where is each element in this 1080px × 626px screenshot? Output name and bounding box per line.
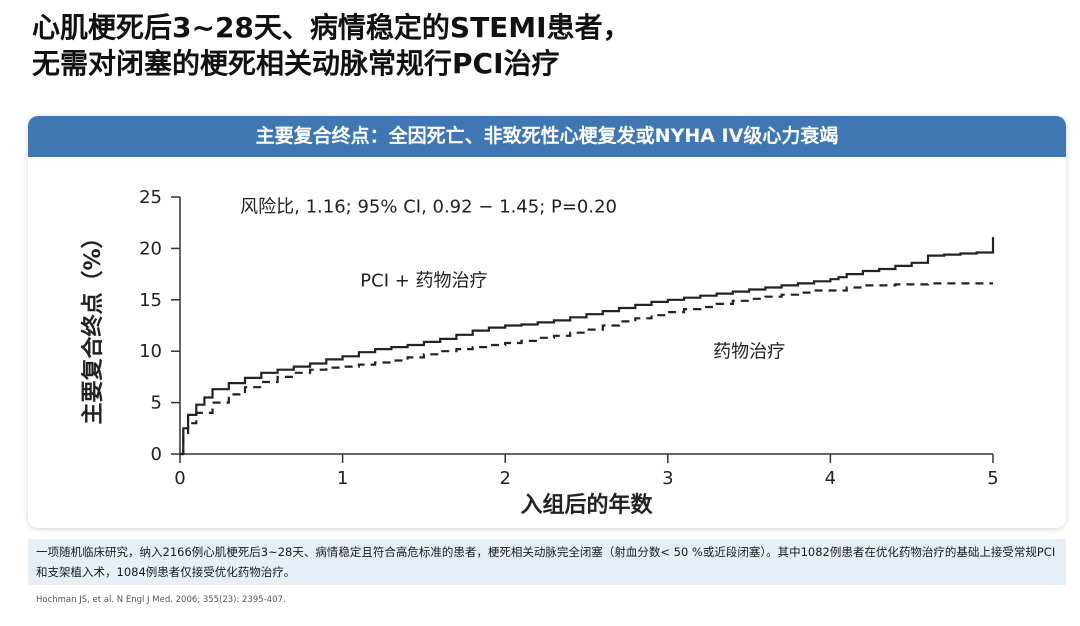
y-tick-label: 15 xyxy=(139,290,162,311)
series-label-medical: 药物治疗 xyxy=(713,341,785,362)
x-tick-label: 0 xyxy=(174,468,185,489)
study-footnote: 一项随机临床研究，纳入2166例心肌梗死后3~28天、病情稳定且符合高危标准的患… xyxy=(28,539,1066,585)
series-line-pci xyxy=(180,237,995,456)
series-label-pci: PCI + 药物治疗 xyxy=(360,270,487,291)
slide-title: 心肌梗死后3~28天、病情稳定的STEMI患者， 无需对闭塞的梗死相关动脉常规行… xyxy=(32,10,1032,82)
chart-card: 主要复合终点：全因死亡、非致死性心梗复发或NYHA IV级心力衰竭 0 5 10 15… xyxy=(28,116,1066,528)
y-tick-label: 25 xyxy=(139,187,162,208)
hazard-ratio-annotation: 风险比, 1.16; 95% CI, 0.92 − 1.45; P=0.20 xyxy=(240,196,617,217)
slide-title-line-2: 无需对闭塞的梗死相关动脉常规行PCI治疗 xyxy=(32,47,560,80)
slide-title-line-1: 心肌梗死后3~28天、病情稳定的STEMI患者， xyxy=(32,11,631,44)
x-tick-label: 4 xyxy=(825,468,836,489)
x-tick-label: 3 xyxy=(662,468,673,489)
y-tick-label: 10 xyxy=(139,341,162,362)
chart-card-header: 主要复合终点：全因死亡、非致死性心梗复发或NYHA IV级心力衰竭 xyxy=(28,116,1066,157)
citation-reference: Hochman JS, et al. N Engl J Med. 2006; 3… xyxy=(36,595,286,605)
y-axis-title: 主要复合终点（%） xyxy=(80,226,106,424)
y-tick-label: 20 xyxy=(139,238,162,259)
x-tick-label: 5 xyxy=(987,468,998,489)
series-line-medical xyxy=(180,282,993,456)
x-tick-label: 2 xyxy=(499,468,510,489)
x-axis-title: 入组后的年数 xyxy=(520,492,653,518)
y-tick-label: 0 xyxy=(151,444,162,465)
x-tick-label: 1 xyxy=(337,468,348,489)
y-tick-label: 5 xyxy=(151,393,162,414)
